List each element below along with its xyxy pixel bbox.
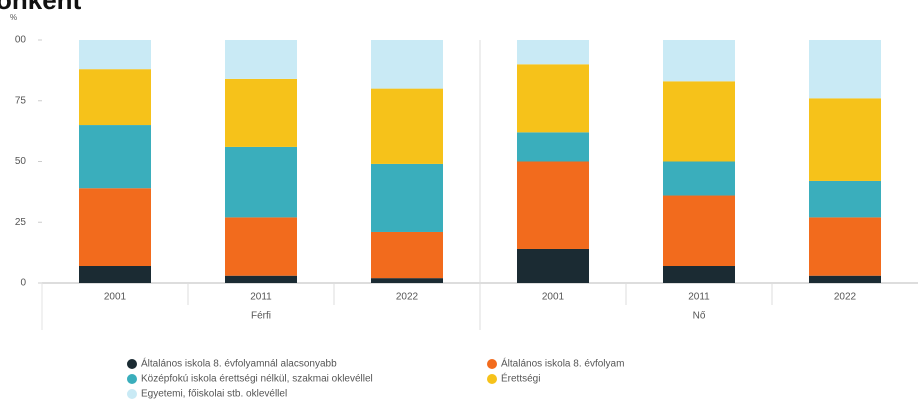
- legend-marker: [127, 389, 137, 399]
- bar-segment: [663, 265, 735, 283]
- bar-segment: [371, 278, 443, 283]
- y-tick-label: 00: [15, 35, 27, 46]
- bar-segment: [371, 40, 443, 89]
- bar-segment: [663, 161, 735, 196]
- bar-segment: [79, 69, 151, 126]
- bar-segment: [517, 64, 589, 133]
- bar-segment: [663, 81, 735, 162]
- legend-marker: [127, 374, 137, 384]
- bar-segment: [809, 40, 881, 99]
- y-axis-label: %: [10, 13, 17, 22]
- bar-segment: [517, 132, 589, 162]
- bar-segment: [517, 248, 589, 283]
- bar-segment: [371, 163, 443, 232]
- y-tick-label: 50: [15, 156, 27, 167]
- bar-segment: [517, 40, 589, 65]
- bar-segment: [809, 98, 881, 181]
- y-tick-label: 75: [15, 95, 27, 106]
- x-tick-label: 2001: [542, 292, 565, 303]
- bar-segment: [225, 40, 297, 79]
- y-tick-label: 0: [20, 278, 26, 289]
- bar-segment: [663, 195, 735, 266]
- group-label: Férfi: [251, 311, 271, 322]
- legend-marker: [487, 359, 497, 369]
- bar-segment: [517, 161, 589, 249]
- bar-segment: [79, 40, 151, 70]
- bar-segment: [79, 188, 151, 266]
- bar-segment: [371, 231, 443, 279]
- bar-segment: [79, 265, 151, 283]
- legend-marker: [127, 359, 137, 369]
- bar-segment: [225, 78, 297, 147]
- legend-marker: [487, 374, 497, 384]
- legend-label: Egyetemi, főiskolai stb. oklevéllel: [141, 389, 287, 400]
- bar-segment: [663, 40, 735, 82]
- x-tick-label: 2022: [834, 292, 857, 303]
- bar-segment: [225, 217, 297, 276]
- bar-segment: [79, 125, 151, 189]
- bar-segment: [809, 217, 881, 276]
- x-tick-label: 2011: [250, 292, 272, 303]
- y-tick-label: 25: [15, 217, 27, 228]
- bar-segment: [225, 275, 297, 283]
- bar-segment: [809, 180, 881, 218]
- group-label: Nő: [693, 311, 706, 322]
- legend-label: Általános iskola 8. évfolyam: [501, 357, 624, 370]
- chart-title: onként: [0, 0, 82, 15]
- bar-segment: [225, 146, 297, 218]
- x-tick-label: 2001: [104, 292, 127, 303]
- legend-label: Középfokú iskola érettségi nélkül, szakm…: [141, 374, 373, 385]
- bar-segment: [809, 275, 881, 283]
- x-tick-label: 2022: [396, 292, 419, 303]
- legend-label: Érettségi: [501, 372, 540, 385]
- legend-label: Általános iskola 8. évfolyamnál alacsony…: [141, 357, 337, 370]
- bar-segment: [371, 88, 443, 164]
- x-tick-label: 2011: [688, 292, 710, 303]
